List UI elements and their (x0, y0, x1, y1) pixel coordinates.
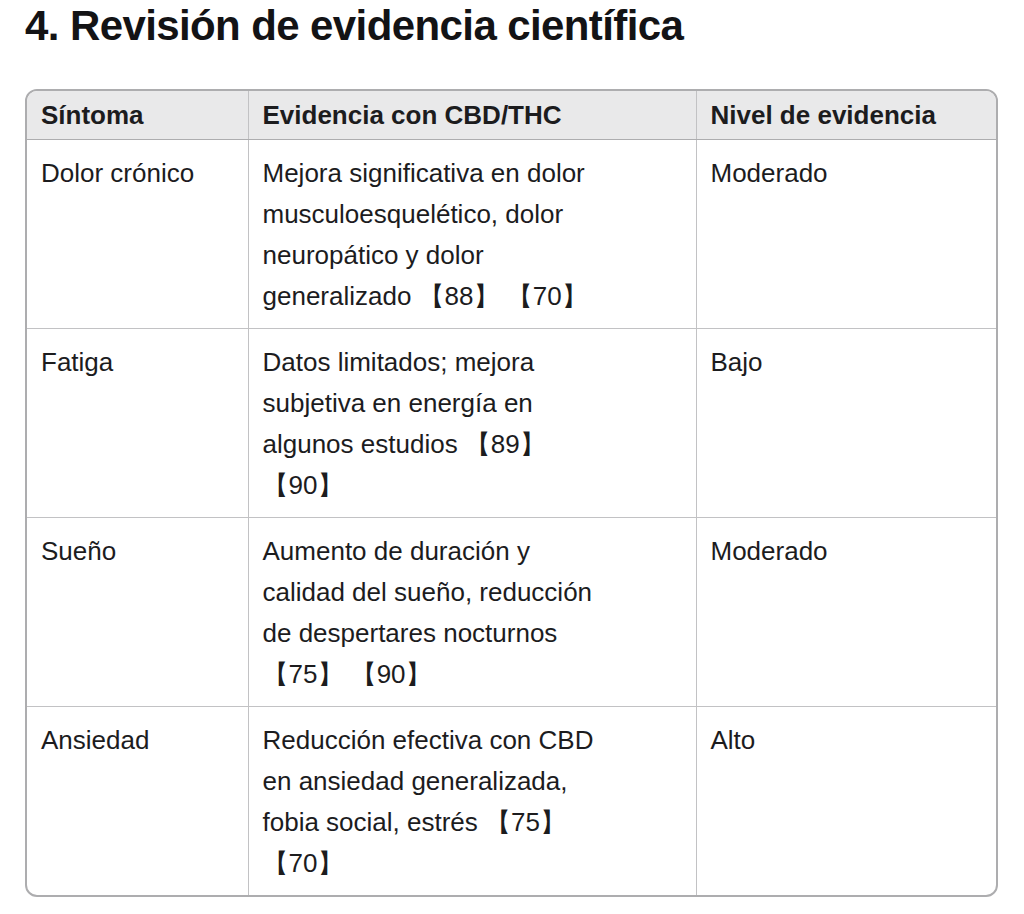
table-row: Fatiga Datos limitados; mejora subjetiva… (27, 328, 996, 517)
cell-nivel: Bajo (696, 328, 996, 517)
cell-nivel: Alto (696, 706, 996, 895)
cell-sintoma: Fatiga (27, 328, 248, 517)
cell-sintoma: Ansiedad (27, 706, 248, 895)
cell-nivel: Moderado (696, 517, 996, 706)
cell-evidencia: Datos limitados; mejora subjetiva en ene… (248, 328, 696, 517)
table-row: Sueño Aumento de duración y calidad del … (27, 517, 996, 706)
cell-evidencia: Aumento de duración y calidad del sueño,… (248, 517, 696, 706)
column-header-sintoma: Síntoma (27, 91, 248, 139)
column-header-nivel: Nivel de evidencia (696, 91, 996, 139)
evidence-table-grid: Síntoma Evidencia con CBD/THC Nivel de e… (27, 91, 996, 895)
table-row: Dolor crónico Mejora significativa en do… (27, 139, 996, 328)
cell-evidencia: Mejora significativa en dolor musculoesq… (248, 139, 696, 328)
column-header-evidencia: Evidencia con CBD/THC (248, 91, 696, 139)
table-header-row: Síntoma Evidencia con CBD/THC Nivel de e… (27, 91, 996, 139)
cell-nivel: Moderado (696, 139, 996, 328)
cell-sintoma: Dolor crónico (27, 139, 248, 328)
cell-evidencia: Reducción efectiva con CBD en ansiedad g… (248, 706, 696, 895)
evidence-table: Síntoma Evidencia con CBD/THC Nivel de e… (25, 89, 998, 897)
page-title: 4. Revisión de evidencia científica (25, 2, 683, 50)
document-page: 4. Revisión de evidencia científica Sínt… (0, 0, 1024, 914)
cell-sintoma: Sueño (27, 517, 248, 706)
table-row: Ansiedad Reducción efectiva con CBD en a… (27, 706, 996, 895)
